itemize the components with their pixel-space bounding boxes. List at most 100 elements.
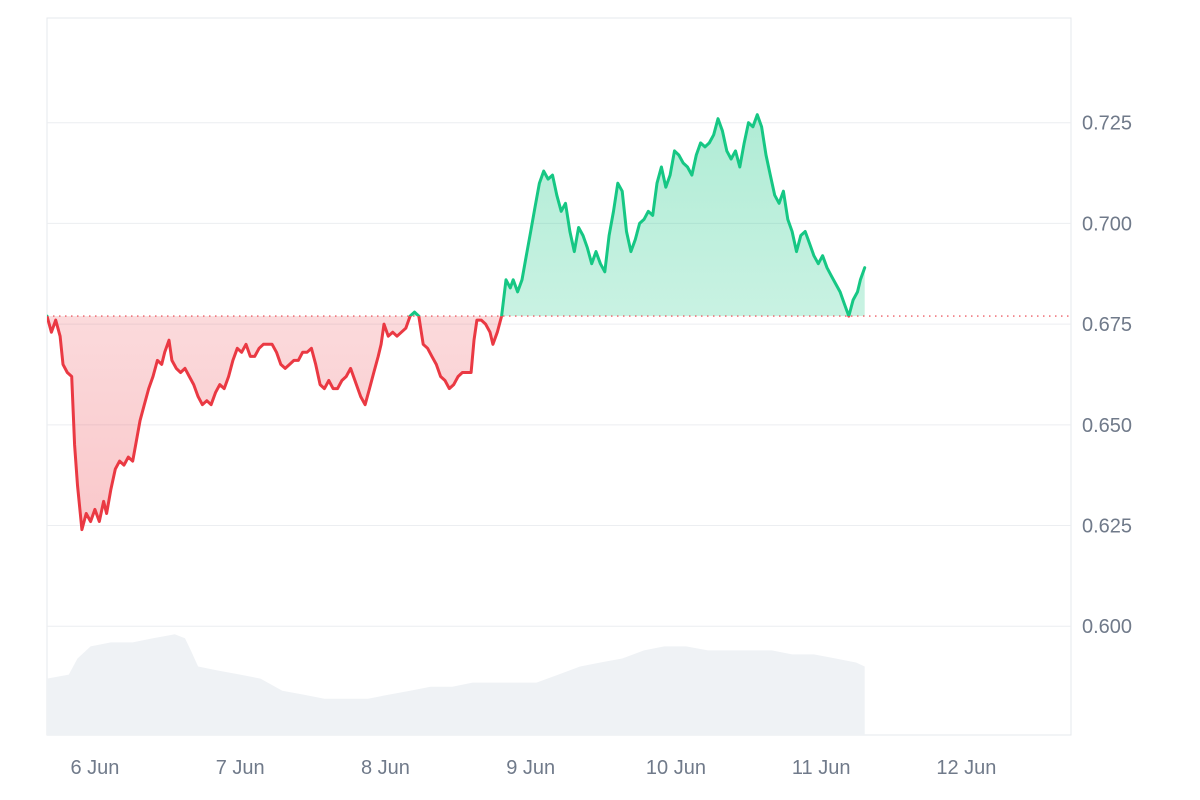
price-point (262, 343, 264, 345)
price-point (201, 404, 203, 406)
price-point (856, 291, 858, 293)
price-point (55, 319, 57, 321)
price-point (373, 371, 375, 373)
price-point (595, 250, 597, 252)
price-point (114, 468, 116, 470)
price-point (431, 355, 433, 357)
price-point (284, 367, 286, 369)
price-point (782, 190, 784, 192)
price-point (843, 303, 845, 305)
price-point (769, 174, 771, 176)
price-point (708, 142, 710, 144)
price-point (301, 351, 303, 353)
price-point (739, 166, 741, 168)
price-point (175, 367, 177, 369)
price-point (258, 347, 260, 349)
price-point (46, 315, 48, 317)
price-point (470, 371, 472, 373)
price-point (453, 383, 455, 385)
price-point (310, 347, 312, 349)
price-point (448, 387, 450, 389)
price-point (608, 234, 610, 236)
price-point (400, 331, 402, 333)
price-point (297, 359, 299, 361)
price-point (795, 250, 797, 252)
price-point (695, 154, 697, 156)
price-point (319, 383, 321, 385)
price-point (774, 194, 776, 196)
price-point (245, 343, 247, 345)
price-point (652, 214, 654, 216)
price-point (835, 283, 837, 285)
price-point (435, 363, 437, 365)
price-point (800, 234, 802, 236)
price-point (293, 359, 295, 361)
price-point (360, 395, 362, 397)
price-point (521, 279, 523, 281)
price-point (210, 404, 212, 406)
price-point (752, 126, 754, 128)
price-point (457, 375, 459, 377)
price-point (760, 126, 762, 128)
price-point (691, 174, 693, 176)
price-point (556, 194, 558, 196)
price-point (604, 271, 606, 273)
price-point (647, 210, 649, 212)
price-point (699, 142, 701, 144)
y-axis: 0.600 0.625 0.650 0.675 0.700 0.725 (1082, 113, 1132, 639)
y-tick-label: 0.725 (1082, 113, 1132, 135)
price-point (717, 118, 719, 120)
price-point (804, 230, 806, 232)
price-point (665, 186, 667, 188)
price-point (232, 359, 234, 361)
price-point (678, 154, 680, 156)
price-point (387, 335, 389, 337)
price-point (756, 114, 758, 116)
price-line-above-baseline (47, 113, 867, 317)
price-point (219, 383, 221, 385)
price-point (143, 404, 145, 406)
price-point (686, 166, 688, 168)
price-point (249, 355, 251, 357)
price-point (139, 420, 141, 422)
price-point (171, 359, 173, 361)
price-point (634, 238, 636, 240)
price-point (743, 142, 745, 144)
price-point (577, 226, 579, 228)
price-point (364, 404, 366, 406)
price-point (236, 347, 238, 349)
price-point (864, 267, 866, 269)
price-point (848, 315, 850, 317)
x-tick-label: 10 Jun (646, 757, 706, 779)
price-point (392, 331, 394, 333)
price-point (271, 343, 273, 345)
price-point (826, 267, 828, 269)
price-point (105, 512, 107, 514)
price-point (66, 371, 68, 373)
price-point (569, 230, 571, 232)
area-fill-above-baseline (410, 114, 865, 317)
price-point (439, 375, 441, 377)
price-point (543, 170, 545, 172)
price-point (817, 263, 819, 265)
price-point (136, 436, 138, 438)
price-point (839, 291, 841, 293)
price-point (625, 230, 627, 232)
y-tick-label: 0.700 (1082, 213, 1132, 235)
price-point (306, 351, 308, 353)
price-point (512, 279, 514, 281)
price-point (193, 383, 195, 385)
price-point (505, 279, 507, 281)
price-point (591, 263, 593, 265)
price-point (396, 335, 398, 337)
price-point (516, 291, 518, 293)
y-tick-label: 0.650 (1082, 415, 1132, 437)
price-point (612, 210, 614, 212)
price-point (148, 387, 150, 389)
price-point (551, 174, 553, 176)
price-point (168, 339, 170, 341)
price-point (564, 202, 566, 204)
price-point (496, 331, 498, 333)
area-fill-below-baseline (47, 316, 865, 530)
